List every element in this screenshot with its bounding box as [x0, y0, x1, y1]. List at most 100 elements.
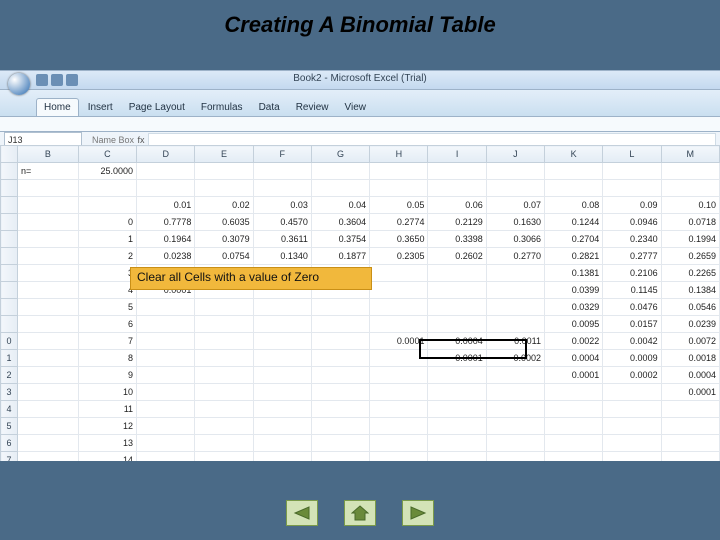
- row-header[interactable]: 5: [1, 418, 18, 435]
- row-header[interactable]: [1, 214, 18, 231]
- cell[interactable]: 0.0009: [603, 350, 661, 367]
- cell[interactable]: [253, 435, 311, 452]
- cell[interactable]: [78, 197, 136, 214]
- cell[interactable]: 13: [78, 435, 136, 452]
- cell[interactable]: [18, 265, 79, 282]
- cell[interactable]: [370, 350, 428, 367]
- cell[interactable]: [370, 265, 428, 282]
- row-header[interactable]: 6: [1, 435, 18, 452]
- cell[interactable]: [545, 401, 603, 418]
- cell[interactable]: [311, 435, 369, 452]
- cell[interactable]: [253, 401, 311, 418]
- col-header[interactable]: G: [311, 146, 369, 163]
- cell[interactable]: [428, 180, 486, 197]
- col-header[interactable]: D: [137, 146, 195, 163]
- cell[interactable]: [311, 367, 369, 384]
- cell[interactable]: 0.01: [137, 197, 195, 214]
- cell[interactable]: 14: [78, 452, 136, 462]
- cell[interactable]: 0.2821: [545, 248, 603, 265]
- cell[interactable]: [18, 197, 79, 214]
- row-header[interactable]: 0: [1, 333, 18, 350]
- cell[interactable]: [137, 333, 195, 350]
- cell[interactable]: [137, 418, 195, 435]
- cell[interactable]: [18, 384, 79, 401]
- cell[interactable]: 0.03: [253, 197, 311, 214]
- cell[interactable]: [486, 316, 544, 333]
- cell[interactable]: [370, 418, 428, 435]
- row-header[interactable]: [1, 248, 18, 265]
- cell[interactable]: [661, 180, 719, 197]
- cell[interactable]: 0.0238: [137, 248, 195, 265]
- cell[interactable]: [370, 316, 428, 333]
- cell[interactable]: [253, 367, 311, 384]
- cell[interactable]: [428, 163, 486, 180]
- next-button[interactable]: [402, 500, 434, 526]
- cell[interactable]: 0.07: [486, 197, 544, 214]
- cell[interactable]: 0.0004: [661, 367, 719, 384]
- cell[interactable]: 4: [78, 282, 136, 299]
- cell[interactable]: 0.10: [661, 197, 719, 214]
- cell[interactable]: [661, 401, 719, 418]
- row-header[interactable]: 1: [1, 350, 18, 367]
- cell[interactable]: 0.0399: [545, 282, 603, 299]
- cell[interactable]: 0.0022: [545, 333, 603, 350]
- cell[interactable]: 0.3754: [311, 231, 369, 248]
- cell[interactable]: 0.2777: [603, 248, 661, 265]
- col-header[interactable]: M: [661, 146, 719, 163]
- cell[interactable]: [18, 231, 79, 248]
- cell[interactable]: 1: [78, 231, 136, 248]
- cell[interactable]: [486, 282, 544, 299]
- cell[interactable]: [18, 452, 79, 462]
- cell[interactable]: [137, 163, 195, 180]
- cell[interactable]: 6: [78, 316, 136, 333]
- cell[interactable]: [311, 333, 369, 350]
- cell[interactable]: [18, 299, 79, 316]
- cell[interactable]: [603, 384, 661, 401]
- cell[interactable]: [428, 418, 486, 435]
- col-header[interactable]: [1, 146, 18, 163]
- cell[interactable]: [545, 384, 603, 401]
- cell[interactable]: [18, 180, 79, 197]
- cell[interactable]: [137, 452, 195, 462]
- cell[interactable]: [195, 418, 253, 435]
- cell[interactable]: 0.6035: [195, 214, 253, 231]
- col-header[interactable]: E: [195, 146, 253, 163]
- cell[interactable]: [78, 180, 136, 197]
- cell[interactable]: [486, 265, 544, 282]
- cell[interactable]: [18, 333, 79, 350]
- fx-icon[interactable]: fx: [134, 135, 148, 145]
- col-header[interactable]: I: [428, 146, 486, 163]
- cell[interactable]: [603, 163, 661, 180]
- prev-button[interactable]: [286, 500, 318, 526]
- cell[interactable]: 0.0002: [603, 367, 661, 384]
- cell[interactable]: [428, 282, 486, 299]
- cell[interactable]: 0: [78, 214, 136, 231]
- cell[interactable]: [137, 435, 195, 452]
- cell[interactable]: [603, 180, 661, 197]
- home-button[interactable]: [344, 500, 376, 526]
- cell[interactable]: 0.1630: [486, 214, 544, 231]
- cell[interactable]: 12: [78, 418, 136, 435]
- cell[interactable]: 0.0004: [545, 350, 603, 367]
- cell[interactable]: 0.2659: [661, 248, 719, 265]
- cell[interactable]: 0.0004: [428, 333, 486, 350]
- row-header[interactable]: 2: [1, 367, 18, 384]
- cell[interactable]: 2: [78, 248, 136, 265]
- cell[interactable]: [661, 452, 719, 462]
- cell[interactable]: [603, 401, 661, 418]
- cell[interactable]: [18, 214, 79, 231]
- cell[interactable]: 0.1244: [545, 214, 603, 231]
- cell[interactable]: [195, 316, 253, 333]
- cell[interactable]: [195, 452, 253, 462]
- cell[interactable]: [370, 180, 428, 197]
- cell[interactable]: [486, 299, 544, 316]
- cell[interactable]: 0.2704: [545, 231, 603, 248]
- cell[interactable]: [137, 299, 195, 316]
- cell[interactable]: 0.2340: [603, 231, 661, 248]
- cell[interactable]: [311, 350, 369, 367]
- cell[interactable]: 0.0239: [661, 316, 719, 333]
- cell[interactable]: 0.3650: [370, 231, 428, 248]
- cell[interactable]: [195, 401, 253, 418]
- cell[interactable]: [486, 435, 544, 452]
- cell[interactable]: [195, 367, 253, 384]
